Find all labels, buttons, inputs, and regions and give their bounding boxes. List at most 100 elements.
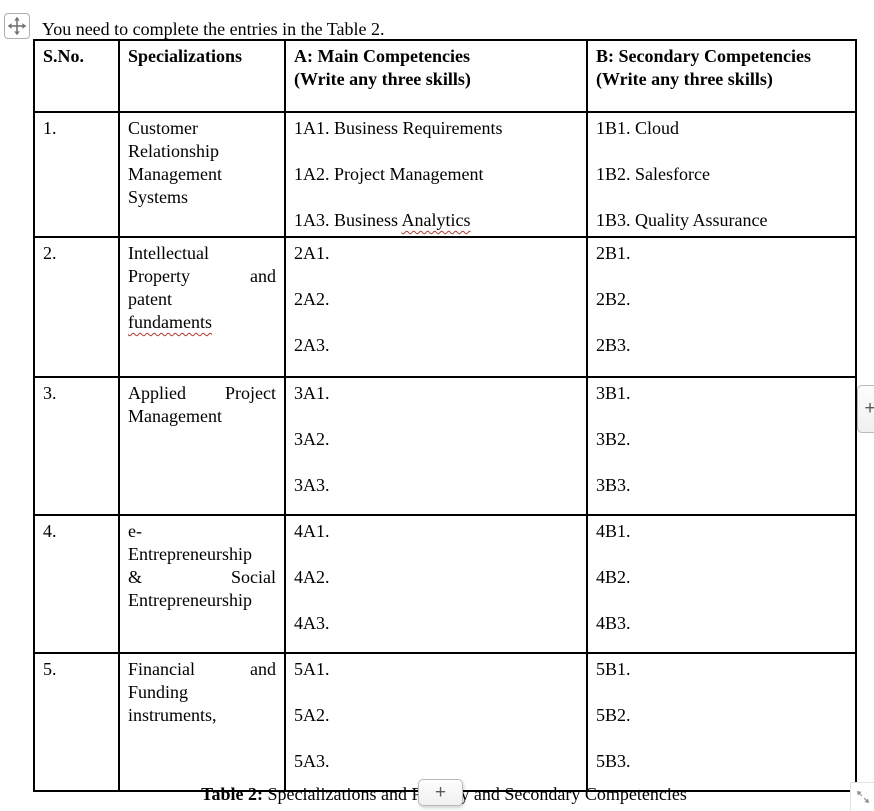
spec-line: Entrepreneurship <box>128 544 252 564</box>
secondary-competencies-cell[interactable]: 1B1. Cloud 1B2. Salesforce 1B3. Quality … <box>586 111 857 238</box>
caption-label: Table 2: <box>201 784 263 804</box>
competency-entry: 5B1. <box>596 659 631 679</box>
plus-icon: + <box>434 781 447 803</box>
competency-entry: 1A3. Business Analytics <box>294 209 578 232</box>
table-row: 3. Applied Project Management 3A1. 3A2. … <box>33 376 857 516</box>
competency-entry: 3B3. <box>596 475 631 495</box>
competency-entry: 2A1. <box>294 243 330 263</box>
competency-entry: 1B2. Salesforce <box>596 164 710 184</box>
competency-entry: 2B2. <box>596 289 631 309</box>
table-row: 4. e- Entrepreneurship & Social Entrepre… <box>33 514 857 654</box>
secondary-competencies-cell[interactable]: 3B1. 3B2. 3B3. <box>586 376 857 516</box>
plus-icon: + <box>864 398 874 419</box>
plus-button-right[interactable]: + <box>857 385 874 433</box>
spec-line: Intellectual <box>128 243 209 263</box>
table-row: 1. Customer Relationship Management Syst… <box>33 111 857 238</box>
competency-entry: 3B2. <box>596 429 631 449</box>
specialization-cell: Financial and Funding instruments, <box>118 652 286 792</box>
competency-entry: 3B1. <box>596 383 631 403</box>
header-main-subtitle: (Write any three skills) <box>294 69 471 89</box>
specialization-cell: e- Entrepreneurship & Social Entrepreneu… <box>118 514 286 654</box>
header-sno: S.No. <box>33 39 120 113</box>
spec-line: Funding <box>128 682 189 702</box>
sno-cell: 1. <box>33 111 120 238</box>
header-main-title: A: Main Competencies <box>294 46 470 66</box>
main-competencies-cell[interactable]: 3A1. 3A2. 3A3. <box>284 376 588 516</box>
main-competencies-cell[interactable]: 4A1. 4A2. 4A3. <box>284 514 588 654</box>
entry-text: 1A3. Business <box>294 210 402 230</box>
competency-entry: 5A2. <box>294 705 330 725</box>
sno-cell: 3. <box>33 376 120 516</box>
specialization-cell: Intellectual Property and patent fundame… <box>118 236 286 378</box>
table-row: 5. Financial and Funding instruments, 5A… <box>33 652 857 792</box>
header-main-competencies: A: Main Competencies (Write any three sk… <box>284 39 588 113</box>
sno-cell: 5. <box>33 652 120 792</box>
competency-entry: 2A2. <box>294 289 330 309</box>
plus-button-bottom[interactable]: + <box>418 779 463 806</box>
competency-entry: 4B1. <box>596 521 631 541</box>
header-secondary-competencies: B: Secondary Competencies (Write any thr… <box>586 39 857 113</box>
sno-value: 3. <box>43 383 57 403</box>
header-secondary-title: B: Secondary Competencies <box>596 46 811 66</box>
secondary-competencies-cell[interactable]: 2B1. 2B2. 2B3. <box>586 236 857 378</box>
header-sno-label: S.No. <box>43 46 85 66</box>
spec-line: fundaments <box>128 311 276 334</box>
spec-line: Customer <box>128 118 198 138</box>
competency-entry: 4A2. <box>294 567 330 587</box>
secondary-competencies-cell[interactable]: 5B1. 5B2. 5B3. <box>586 652 857 792</box>
main-competencies-cell[interactable]: 2A1. 2A2. 2A3. <box>284 236 588 378</box>
header-specializations: Specializations <box>118 39 286 113</box>
spec-line: Property and <box>128 266 276 286</box>
table-move-handle[interactable] <box>4 13 30 39</box>
misspelled-word: Analytics <box>401 210 471 230</box>
spec-line: & Social <box>128 567 276 587</box>
competency-entry: 5A1. <box>294 659 330 679</box>
spec-line: Management <box>128 164 222 184</box>
competency-entry: 2B3. <box>596 335 631 355</box>
competency-entry: 4A1. <box>294 521 330 541</box>
table-resize-handle[interactable] <box>850 782 874 811</box>
main-competencies-cell[interactable]: 5A1. 5A2. 5A3. <box>284 652 588 792</box>
competency-entry: 3A1. <box>294 383 330 403</box>
sno-value: 1. <box>43 118 57 138</box>
competency-entry: 3A2. <box>294 429 330 449</box>
sno-value: 5. <box>43 659 57 679</box>
specialization-cell: Customer Relationship Management Systems <box>118 111 286 238</box>
secondary-competencies-cell[interactable]: 4B1. 4B2. 4B3. <box>586 514 857 654</box>
sno-cell: 2. <box>33 236 120 378</box>
spec-line: e- <box>128 521 142 541</box>
competency-entry: 4B2. <box>596 567 631 587</box>
specialization-cell: Applied Project Management <box>118 376 286 516</box>
competency-entry: 3A3. <box>294 475 330 495</box>
spec-line: patent <box>128 289 172 309</box>
competency-entry: 1B3. Quality Assurance <box>596 210 768 230</box>
table-caption: Table 2: Specializations and Primary and… <box>33 783 855 806</box>
main-competencies-cell[interactable]: 1A1. Business Requirements 1A2. Project … <box>284 111 588 238</box>
spec-line: Applied Project <box>128 383 276 403</box>
diagonal-resize-icon <box>854 788 872 806</box>
sno-cell: 4. <box>33 514 120 654</box>
competency-entry: 4B3. <box>596 613 631 633</box>
spec-line: Entrepreneurship <box>128 590 252 610</box>
competency-entry: 2A3. <box>294 335 330 355</box>
competency-entry: 5B3. <box>596 751 631 771</box>
competency-entry: 4A3. <box>294 613 330 633</box>
spec-line: Relationship <box>128 141 219 161</box>
competency-entry: 2B1. <box>596 243 631 263</box>
spec-line: Systems <box>128 187 189 207</box>
spec-line: Management <box>128 406 222 426</box>
competency-entry: 1B1. Cloud <box>596 118 680 138</box>
competency-entry: 1A2. Project Management <box>294 164 484 184</box>
caption-text: Specializations and Primary and Secondar… <box>262 784 687 804</box>
competency-entry: 5B2. <box>596 705 631 725</box>
header-specializations-label: Specializations <box>128 46 243 66</box>
spec-line: instruments, <box>128 705 217 725</box>
competency-entry: 5A3. <box>294 751 330 771</box>
sno-value: 4. <box>43 521 57 541</box>
table-row: 2. Intellectual Property and patent fund… <box>33 236 857 378</box>
intro-text: You need to complete the entries in the … <box>42 19 385 39</box>
header-row: S.No. Specializations A: Main Competenci… <box>33 39 857 113</box>
table2: S.No. Specializations A: Main Competenci… <box>33 39 857 792</box>
spec-line: Financial and <box>128 659 276 679</box>
competency-entry: 1A1. Business Requirements <box>294 118 503 138</box>
